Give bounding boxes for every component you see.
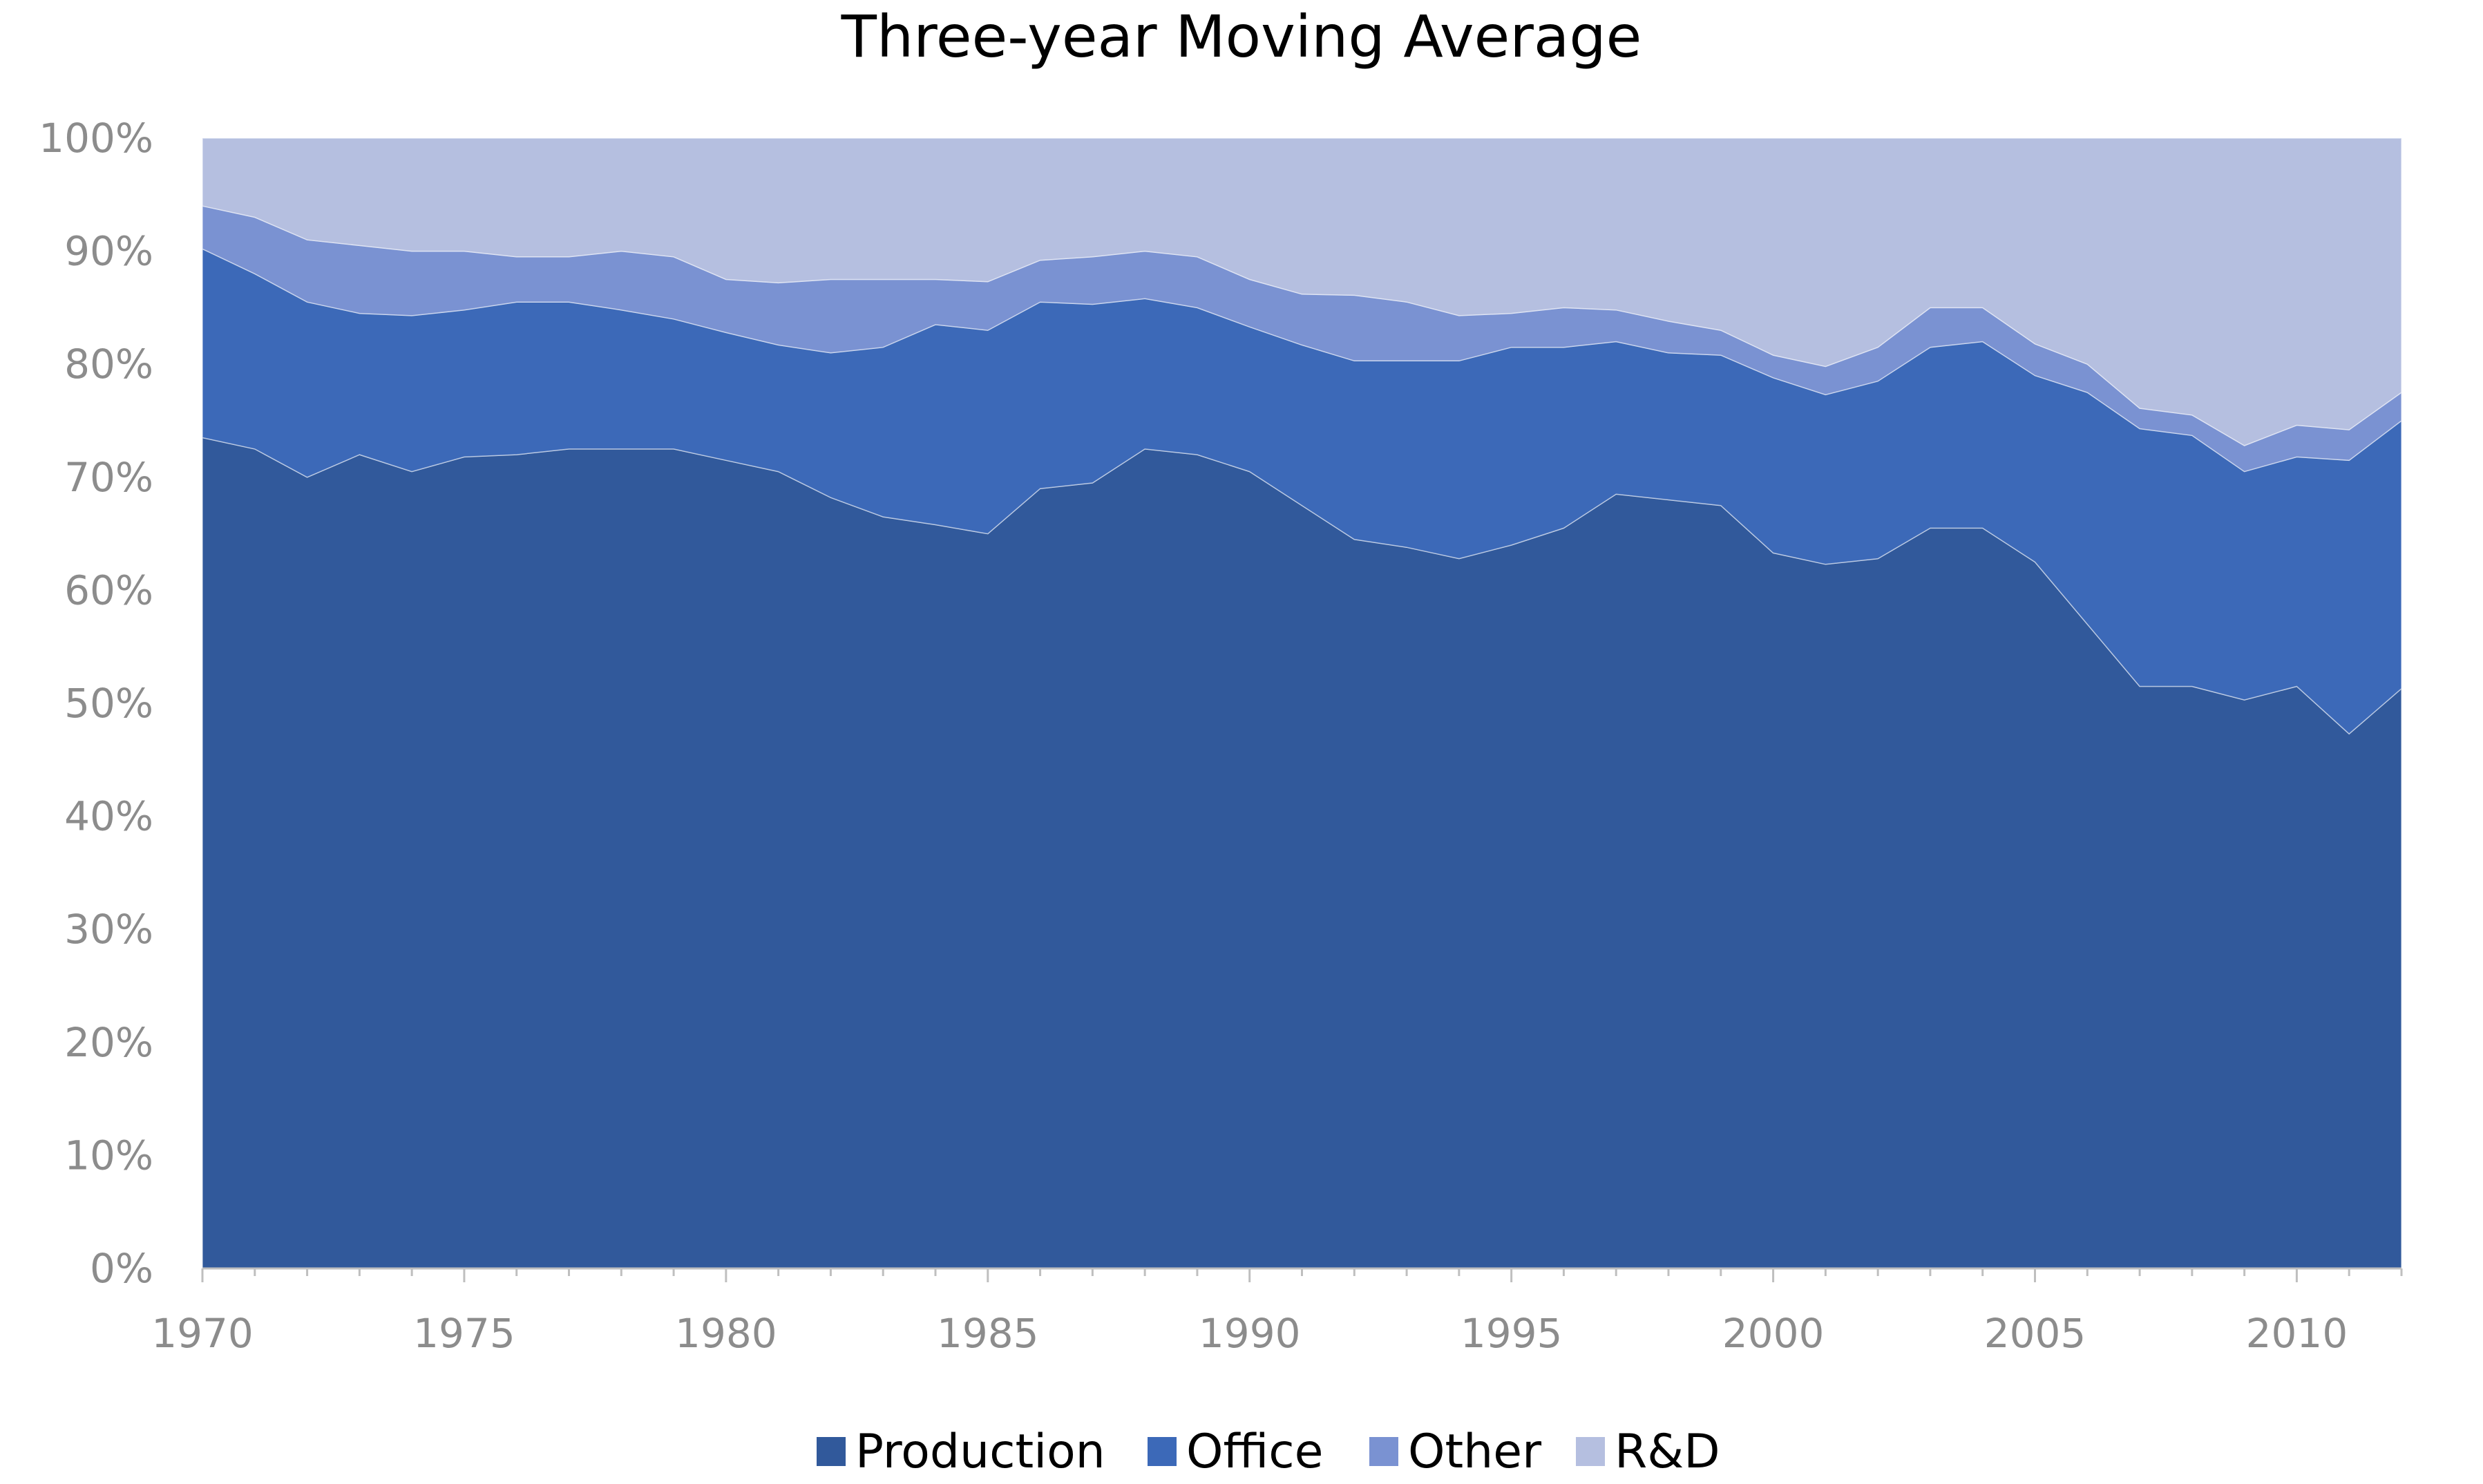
x-tick-label: 2000 [1722,1310,1825,1357]
legend-label: Office [1186,1425,1324,1479]
x-tick-label: 1970 [151,1310,254,1357]
y-axis: 0% 10% 20% 30% 40% 50% 60% 70% 80% 90% 100% [39,115,153,1292]
legend-swatch [817,1437,846,1466]
legend-item-other: Other [1369,1425,1541,1479]
legend-swatch [1148,1437,1177,1466]
x-tick-label: 1995 [1461,1310,1563,1357]
area-r-d [202,137,2402,446]
chart-title: Three-year Moving Average [841,3,1642,70]
y-tick-label: 90% [64,228,153,275]
y-tick-label: 100% [39,115,153,162]
y-tick-label: 30% [64,906,153,953]
x-tick-label: 1975 [413,1310,515,1357]
legend-swatch [1369,1437,1398,1466]
x-tick-label: 2010 [2246,1310,2348,1357]
legend: Production Office Other R&D [817,1425,1720,1479]
legend-item-r-d: R&D [1576,1425,1720,1479]
y-tick-label: 40% [64,793,153,840]
legend-label: Other [1408,1425,1541,1479]
x-tick-label: 1980 [675,1310,777,1357]
y-tick-label: 0% [90,1245,153,1292]
x-tick-label: 1985 [937,1310,1039,1357]
x-axis: 1970 1975 1980 1985 1990 1995 2000 2005 2010 [151,1267,2403,1357]
y-tick-label: 80% [64,341,153,388]
legend-swatch [1576,1437,1605,1466]
y-tick-label: 10% [64,1132,153,1179]
y-tick-label: 50% [64,680,153,727]
x-tick-label: 2005 [1984,1310,2086,1357]
areas-layer [202,137,2402,1269]
legend-item-office: Office [1148,1425,1324,1479]
y-tick-label: 70% [64,454,153,501]
legend-label: R&D [1615,1425,1720,1479]
legend-label: Production [855,1425,1105,1479]
y-tick-label: 60% [64,567,153,613]
legend-item-production: Production [817,1425,1105,1479]
x-tick-label: 1990 [1199,1310,1301,1357]
y-tick-label: 20% [64,1019,153,1066]
